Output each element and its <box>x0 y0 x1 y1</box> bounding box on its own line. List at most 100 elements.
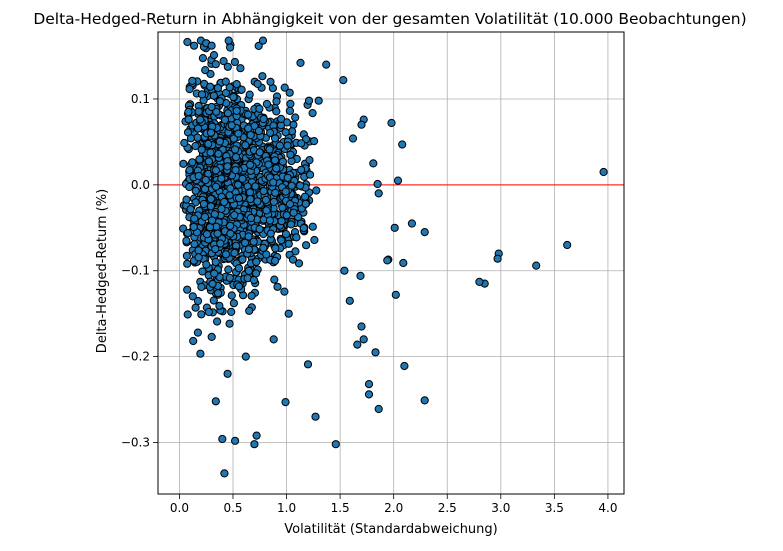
data-point <box>213 84 223 93</box>
data-point <box>216 239 225 248</box>
data-point <box>292 233 301 242</box>
data-point <box>310 235 319 245</box>
data-point <box>209 51 219 60</box>
data-points <box>179 36 608 478</box>
data-point <box>281 187 290 196</box>
data-point <box>262 250 271 259</box>
data-point <box>232 106 241 116</box>
data-point <box>234 194 244 203</box>
data-point <box>204 157 213 166</box>
data-point <box>234 129 243 138</box>
data-point <box>258 72 267 81</box>
data-point <box>259 243 268 252</box>
data-point <box>229 134 238 143</box>
data-point <box>225 83 234 92</box>
data-point <box>214 149 223 158</box>
data-point <box>271 188 280 197</box>
data-point <box>273 282 282 291</box>
data-point <box>182 251 191 260</box>
data-point <box>262 99 271 109</box>
data-point <box>286 99 295 109</box>
data-point <box>281 230 291 239</box>
data-point <box>266 229 275 238</box>
data-point <box>185 85 194 94</box>
data-point <box>194 124 203 133</box>
data-point <box>399 258 408 268</box>
data-point <box>211 60 220 69</box>
data-point <box>357 322 366 331</box>
data-point <box>281 398 290 407</box>
data-point <box>301 199 310 208</box>
data-point <box>255 104 264 113</box>
data-point <box>213 289 223 298</box>
data-point <box>209 296 218 305</box>
data-point <box>231 166 240 175</box>
data-point <box>304 96 314 105</box>
data-point <box>312 186 321 195</box>
data-point <box>193 296 203 306</box>
data-point <box>226 221 235 230</box>
data-point <box>215 137 224 146</box>
data-point <box>420 228 429 237</box>
data-point <box>249 276 259 285</box>
data-point <box>206 148 215 157</box>
data-point <box>223 162 232 171</box>
x-tick-label: 0.5 <box>223 501 242 515</box>
data-point <box>227 307 236 316</box>
data-point <box>254 41 263 51</box>
data-point <box>229 93 238 102</box>
data-point <box>199 199 208 209</box>
data-point <box>261 195 270 204</box>
data-point <box>244 232 253 241</box>
data-point <box>234 264 243 273</box>
data-point <box>306 170 315 179</box>
data-point <box>230 57 239 67</box>
data-point <box>371 348 380 357</box>
data-point <box>179 159 188 168</box>
data-point <box>245 90 254 99</box>
data-point <box>407 219 416 228</box>
data-point <box>206 194 216 204</box>
data-point <box>255 225 264 234</box>
data-point <box>277 217 286 226</box>
data-point <box>294 259 304 268</box>
data-point <box>563 240 572 250</box>
data-point <box>191 141 200 151</box>
x-tick-label: 2.0 <box>384 501 403 515</box>
data-point <box>225 273 234 282</box>
data-point <box>299 224 308 233</box>
data-point <box>283 141 292 150</box>
data-point <box>241 352 250 361</box>
data-point <box>245 306 254 315</box>
data-point <box>234 180 243 189</box>
data-point <box>296 181 305 190</box>
data-point <box>227 121 236 130</box>
data-point <box>259 114 268 124</box>
data-point <box>238 174 247 183</box>
chart-title: Delta-Hedged-Return in Abhängigkeit von … <box>33 10 746 28</box>
data-point <box>258 36 268 45</box>
data-point <box>252 431 261 440</box>
data-point <box>211 257 220 267</box>
data-point <box>266 128 275 137</box>
data-point <box>183 229 192 238</box>
data-point <box>275 141 284 150</box>
data-point <box>182 236 191 245</box>
data-point <box>364 380 374 389</box>
data-point <box>253 197 262 206</box>
data-point <box>281 128 290 137</box>
data-point <box>219 57 228 66</box>
data-point <box>215 97 225 106</box>
data-point <box>245 188 255 197</box>
data-point <box>234 282 243 291</box>
data-point <box>297 139 306 148</box>
data-point <box>265 145 274 154</box>
data-point <box>278 203 287 212</box>
data-point <box>398 140 407 149</box>
data-point <box>186 134 195 143</box>
data-point <box>198 267 207 276</box>
data-point <box>339 76 348 85</box>
data-point <box>310 137 319 146</box>
data-point <box>224 265 233 274</box>
